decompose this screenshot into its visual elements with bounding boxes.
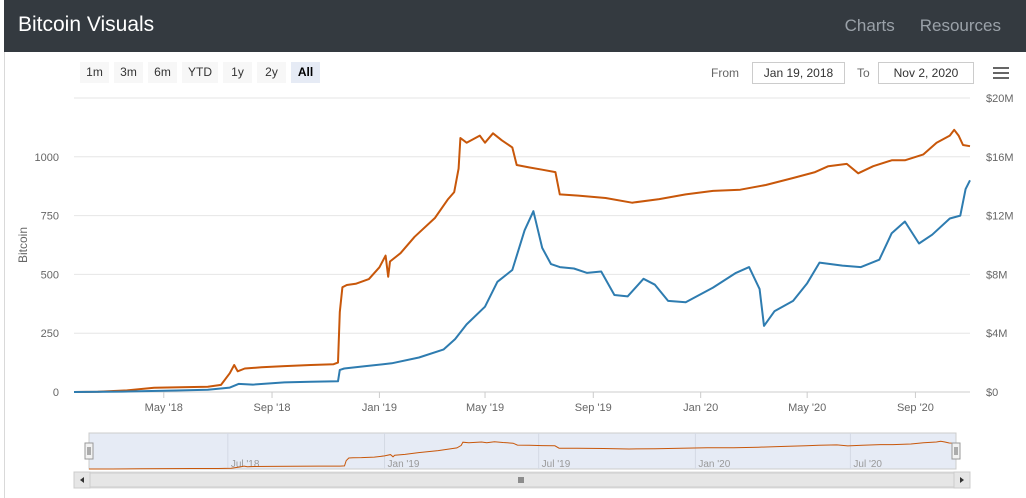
nav-link-charts[interactable]: Charts (844, 16, 895, 35)
navigator-handle-left[interactable] (84, 442, 94, 460)
y-axis-right-ticks: $0 $4M $8M $12M $16M $20M (986, 93, 1014, 399)
x-tick-label: Sep '18 (254, 402, 291, 414)
y-right-tick-label: $8M (986, 269, 1007, 281)
y-left-tick-label: 500 (41, 269, 59, 281)
range-button-6m[interactable]: 6m (148, 62, 177, 83)
range-button-all[interactable]: All (291, 62, 320, 83)
navigator: Jul '18 Jan '19 Jul '19 Jan '20 Jul '20 (84, 432, 961, 470)
navigator-handle-right[interactable] (951, 442, 961, 460)
x-tick-label: May '18 (145, 402, 183, 414)
hamburger-menu-icon[interactable] (993, 67, 1009, 82)
y-axis-left-ticks: 0 250 500 750 1000 (35, 152, 59, 399)
nav-link-resources[interactable]: Resources (919, 16, 1001, 35)
navigator-series-line (89, 440, 957, 470)
navigator-background (88, 432, 957, 470)
range-button-3m[interactable]: 3m (114, 62, 143, 83)
main-nav: Charts Resources (845, 16, 1026, 36)
y-right-tick-label: $16M (986, 152, 1014, 164)
range-button-1m[interactable]: 1m (80, 62, 109, 83)
y-left-tick-label: 1000 (35, 152, 59, 164)
to-date-input[interactable]: Nov 2, 2020 (878, 62, 974, 84)
series-lines (73, 128, 971, 393)
to-label: To (857, 66, 870, 80)
navigator-tick-label: Jan '19 (388, 459, 420, 470)
y-right-tick-label: $4M (986, 328, 1007, 340)
y-right-tick-label: $20M (986, 93, 1014, 105)
from-label: From (711, 66, 739, 80)
brand-title[interactable]: Bitcoin Visuals (18, 13, 155, 36)
x-tick-label: Sep '19 (575, 402, 612, 414)
range-button-ytd[interactable]: YTD (182, 62, 218, 83)
x-tick-label: May '19 (466, 402, 504, 414)
usd-series-line (73, 179, 971, 393)
scrollbar-thumb[interactable] (89, 472, 955, 488)
grid-lines (74, 97, 970, 393)
y-right-tick-label: $12M (986, 211, 1014, 223)
top-navbar: Bitcoin Visuals Charts Resources (4, 0, 1026, 52)
navigator-tick-label: Jul '19 (542, 459, 571, 470)
x-axis-ticks: May '18 Sep '18 Jan '19 May '19 Sep '19 Jan '… (145, 392, 934, 414)
x-tick-label: Jan '19 (362, 402, 397, 414)
navigator-ticks: Jul '18 Jan '19 Jul '19 Jan '20 Jul '20 (231, 459, 883, 470)
range-selector: 1m 3m 6m YTD 1y 2y All (80, 62, 320, 83)
y-left-tick-label: 250 (41, 328, 59, 340)
scroll-left-arrow-icon (80, 477, 84, 483)
navigator-tick-label: Jul '18 (231, 459, 260, 470)
from-date-input[interactable]: Jan 19, 2018 (752, 62, 845, 84)
navigator-grid (227, 433, 851, 469)
x-tick-label: Jan '20 (683, 402, 718, 414)
y-axis-title: Bitcoin (16, 227, 30, 263)
page-left-border (4, 52, 5, 498)
bitcoin-series-line (73, 128, 971, 393)
x-tick-label: May '20 (788, 402, 826, 414)
scroll-right-arrow-icon (960, 477, 964, 483)
y-left-tick-label: 750 (41, 211, 59, 223)
y-left-tick-label: 0 (53, 387, 59, 399)
range-button-1y[interactable]: 1y (223, 62, 252, 83)
scrollbar-grip-icon (518, 477, 524, 483)
x-tick-label: Sep '20 (897, 402, 934, 414)
scrollbar[interactable] (73, 471, 971, 489)
navigator-tick-label: Jul '20 (853, 459, 882, 470)
y-right-tick-label: $0 (986, 387, 998, 399)
range-button-2y[interactable]: 2y (257, 62, 286, 83)
navigator-tick-label: Jan '20 (698, 459, 730, 470)
